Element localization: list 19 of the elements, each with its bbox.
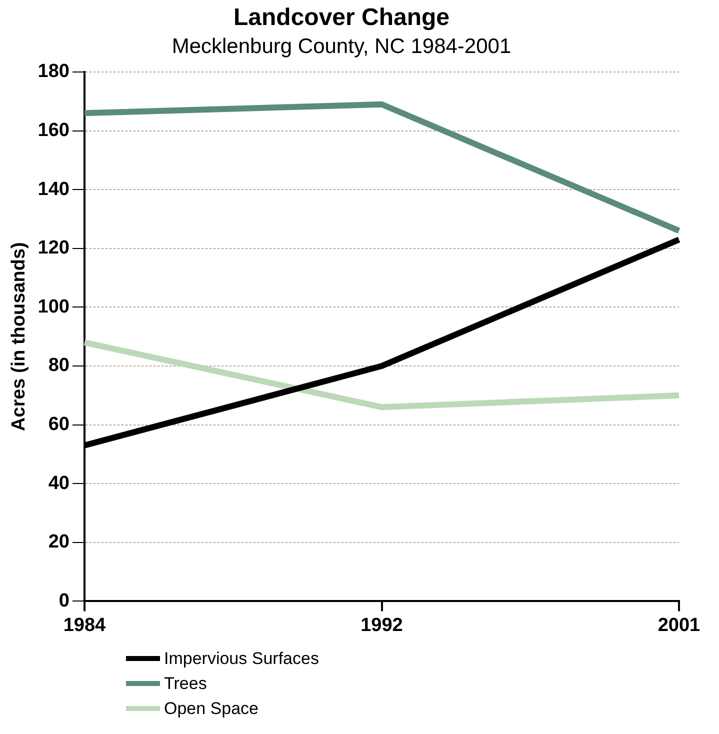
y-axis-title: Acres (in thousands) bbox=[8, 242, 30, 432]
y-tick-label: 160 bbox=[38, 120, 70, 142]
y-tick-label: 180 bbox=[38, 61, 70, 82]
chart-subtitle: Mecklenburg County, NC 1984-2001 bbox=[172, 35, 512, 58]
legend-label: Open Space bbox=[164, 698, 259, 718]
x-tick-label: 1984 bbox=[63, 614, 106, 636]
legend-label: Impervious Surfaces bbox=[164, 648, 319, 668]
y-tick-label: 80 bbox=[48, 355, 70, 376]
y-tick-label: 100 bbox=[38, 296, 70, 318]
x-tick-label: 1992 bbox=[360, 614, 403, 636]
y-tick-label: 140 bbox=[38, 178, 70, 200]
y-tick-label: 120 bbox=[38, 238, 70, 259]
chart-title: Landcover Change bbox=[233, 4, 450, 32]
y-tick-label: 40 bbox=[48, 472, 70, 494]
legend-label: Trees bbox=[164, 674, 207, 694]
y-tick-label: 0 bbox=[58, 590, 70, 612]
y-tick-label: 60 bbox=[48, 414, 70, 436]
x-tick-label: 2001 bbox=[658, 614, 701, 636]
y-tick-label: 20 bbox=[48, 532, 70, 553]
